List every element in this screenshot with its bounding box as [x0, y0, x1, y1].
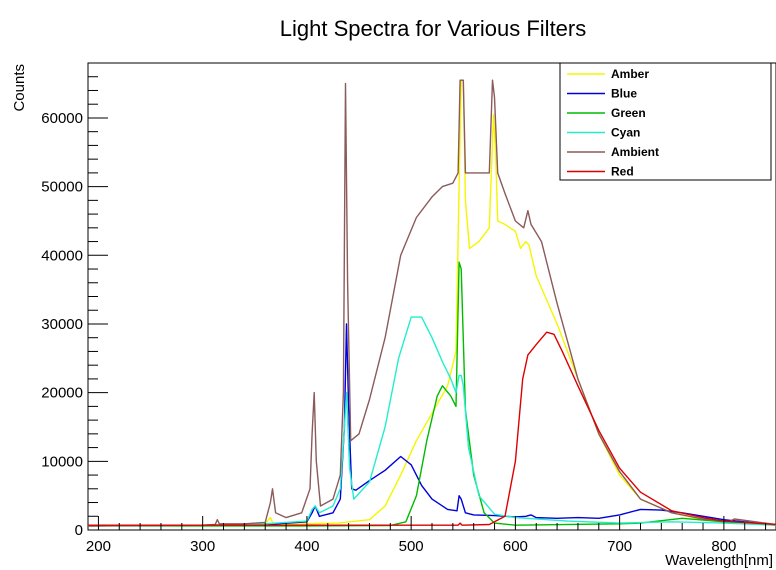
legend-label-blue: Blue: [611, 87, 637, 101]
legend-label-ambient: Ambient: [611, 145, 659, 159]
legend-label-cyan: Cyan: [611, 126, 640, 140]
x-tick-label: 800: [711, 538, 736, 555]
y-axis-title: Counts: [11, 64, 28, 112]
x-tick-label: 300: [190, 538, 215, 555]
legend-label-green: Green: [611, 106, 646, 120]
legend-box: [559, 62, 772, 181]
chart-title: Light Spectra for Various Filters: [280, 16, 587, 41]
y-tick-label: 10000: [41, 453, 83, 470]
x-tick-label: 200: [86, 538, 111, 555]
y-tick-label: 50000: [41, 179, 83, 196]
x-axis-title: Wavelength[nm]: [665, 552, 773, 569]
series-line-blue: [87, 323, 776, 527]
series-lines: [87, 79, 776, 527]
y-tick-label: 0: [75, 522, 83, 539]
x-tick-label: 600: [503, 538, 528, 555]
legend: Amber Blue Green Cyan Ambient Red: [559, 62, 772, 181]
y-tick-label: 40000: [41, 247, 83, 264]
series-line-ambient: [87, 79, 776, 527]
axes: 200 300 400 500 600 700 800 0 10000 20000 30000 400…: [41, 76, 767, 555]
legend-label-red: Red: [611, 165, 634, 179]
y-tick-label: 60000: [41, 110, 83, 127]
legend-label-amber: Amber: [611, 67, 649, 81]
x-tick-label: 700: [607, 538, 632, 555]
series-line-red: [88, 331, 776, 526]
x-tick-label: 500: [399, 538, 424, 555]
y-tick-label: 30000: [41, 316, 83, 333]
x-tick-label: 400: [294, 538, 319, 555]
y-tick-label: 20000: [41, 385, 83, 402]
